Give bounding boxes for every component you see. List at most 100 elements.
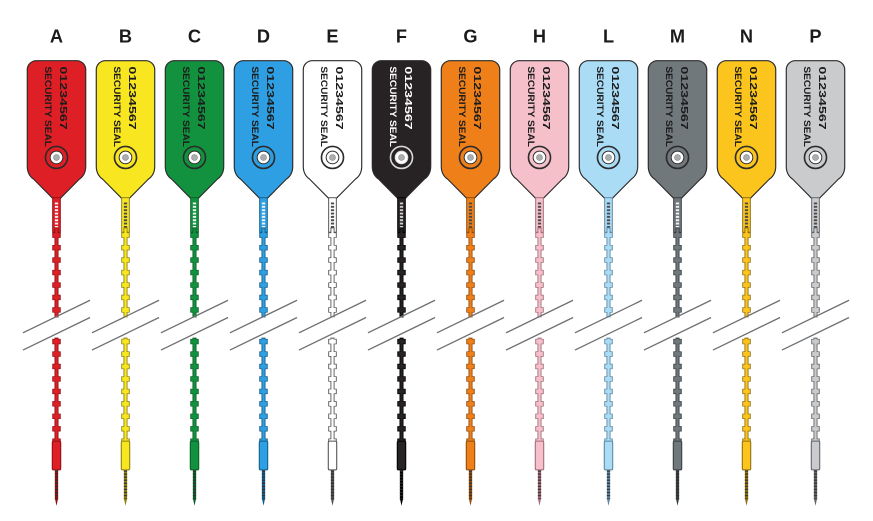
break-mark-line: [22, 316, 91, 351]
tag-hole-ring: [527, 145, 552, 170]
seal-d-blue: D SECURITY SEAL 01234567: [229, 26, 298, 506]
tag-text-serial-number: 01234567: [126, 66, 137, 130]
strap-tip: [537, 470, 542, 506]
tag-hole-ring: [803, 145, 828, 170]
strap-tip: [813, 470, 818, 506]
break-mark-line: [781, 299, 850, 334]
strap-tip: [123, 470, 128, 506]
seal-g-orange: G SECURITY SEAL 01234567: [436, 26, 505, 506]
seal-tag-body: [509, 60, 570, 199]
strap-tip: [675, 470, 680, 506]
tag-text-serial-number: 01234567: [471, 66, 482, 130]
break-mark: [229, 299, 298, 351]
seal-tag-body: [785, 60, 846, 199]
seal-n-gold: N SECURITY SEAL 01234567: [712, 26, 781, 506]
seal-letter: E: [326, 26, 338, 46]
tag-text-security-seal: SECURITY SEAL: [249, 66, 260, 147]
tag-hole-rivet: [398, 154, 405, 161]
seal-tag-body: [647, 60, 708, 199]
break-mark-line: [574, 316, 643, 351]
tag-text-serial-number: 01234567: [264, 66, 275, 130]
tag-hole-rivet: [812, 154, 819, 161]
seal-letter: G: [463, 26, 477, 46]
break-mark-line: [712, 299, 781, 334]
break-mark: [574, 299, 643, 351]
tag-text-serial-number: 01234567: [402, 66, 413, 130]
seal-tag-body: [716, 60, 777, 199]
tag-text-security-seal: SECURITY SEAL: [456, 66, 467, 147]
break-mark-line: [436, 299, 505, 334]
tag-text-security-seal: SECURITY SEAL: [180, 66, 191, 147]
tag-hole-rivet: [605, 154, 612, 161]
tag-hole-ring: [458, 145, 483, 170]
strap-grip: [189, 440, 200, 471]
tag-hole-rivet: [122, 154, 129, 161]
seal-letter: D: [257, 26, 270, 46]
tag-hole-rivet: [743, 154, 750, 161]
tag-text-security-seal: SECURITY SEAL: [525, 66, 536, 147]
break-mark-line: [91, 299, 160, 334]
break-mark-line: [91, 316, 160, 351]
strap-grip: [396, 440, 407, 471]
seal-letter: M: [670, 26, 685, 46]
seal-b-yellow: B SECURITY SEAL 01234567: [91, 26, 160, 506]
tag-text-security-seal: SECURITY SEAL: [732, 66, 743, 147]
seal-letter: B: [119, 26, 132, 46]
tag-hole-rivet: [674, 154, 681, 161]
tag-hole-ring: [734, 145, 759, 170]
strap-tip: [744, 470, 749, 506]
seal-letter: F: [396, 26, 407, 46]
tag-hole-rivet: [329, 154, 336, 161]
tag-text-security-seal: SECURITY SEAL: [318, 66, 329, 147]
seal-tag-body: [26, 60, 87, 199]
strap-tip: [606, 470, 611, 506]
strap-grip: [741, 440, 752, 471]
seal-h-pink: H SECURITY SEAL 01234567: [505, 26, 574, 506]
strap-grip: [327, 440, 338, 471]
break-mark-line: [22, 299, 91, 334]
break-mark-line: [229, 316, 298, 351]
strap-tip: [54, 470, 59, 506]
break-mark: [505, 299, 574, 351]
break-mark-line: [436, 316, 505, 351]
strap-grip: [603, 440, 614, 471]
seal-m-grey: M SECURITY SEAL 01234567: [643, 26, 712, 506]
seal-e-white: E SECURITY SEAL 01234567: [298, 26, 367, 506]
break-mark-line: [643, 316, 712, 351]
seal-a-red: A SECURITY SEAL 01234567: [22, 26, 91, 506]
strap-grip: [810, 440, 821, 471]
break-mark-line: [160, 299, 229, 334]
tag-text-security-seal: SECURITY SEAL: [801, 66, 812, 147]
tag-hole-ring: [113, 145, 138, 170]
break-mark-line: [160, 316, 229, 351]
tag-text-serial-number: 01234567: [747, 66, 758, 130]
break-mark: [160, 299, 229, 351]
tag-text-security-seal: SECURITY SEAL: [111, 66, 122, 147]
seal-letter: H: [533, 26, 546, 46]
tag-hole-ring: [665, 145, 690, 170]
tag-text-serial-number: 01234567: [609, 66, 620, 130]
seal-p-silver: P SECURITY SEAL 01234567: [781, 26, 850, 506]
break-mark-line: [229, 299, 298, 334]
seal-tag-body: [164, 60, 225, 199]
break-mark-line: [781, 316, 850, 351]
seal-tag-body: [371, 60, 432, 199]
break-mark-line: [505, 299, 574, 334]
seal-letter: L: [603, 26, 614, 46]
strap-grip: [672, 440, 683, 471]
seal-c-green: C SECURITY SEAL 01234567: [160, 26, 229, 506]
break-mark-line: [298, 316, 367, 351]
break-mark-line: [367, 299, 436, 334]
seal-letter: N: [740, 26, 753, 46]
break-mark: [367, 299, 436, 351]
seal-tag-body: [233, 60, 294, 199]
seal-tag-body: [440, 60, 501, 199]
tag-hole-rivet: [536, 154, 543, 161]
tag-hole-ring: [389, 145, 414, 170]
break-mark-line: [643, 299, 712, 334]
tag-text-serial-number: 01234567: [678, 66, 689, 130]
strap-tip: [468, 470, 473, 506]
tag-hole-ring: [596, 145, 621, 170]
tag-hole-rivet: [191, 154, 198, 161]
